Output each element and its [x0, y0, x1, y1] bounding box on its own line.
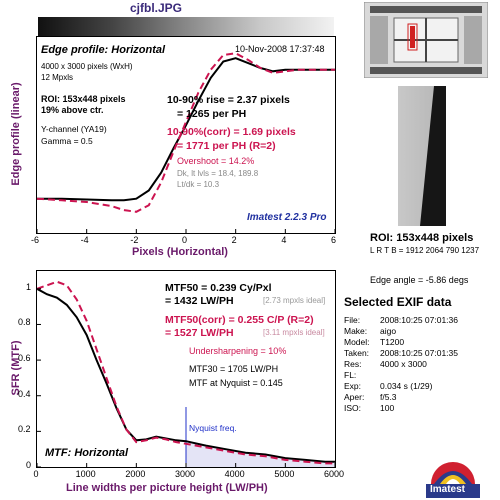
edge-profile-heading: Edge profile: Horizontal	[41, 44, 166, 56]
chart-title: cjfbl.JPG	[130, 1, 183, 15]
corr-ideal: [3.11 mpxls ideal]	[263, 328, 325, 337]
mtf50-ideal: [2.73 mpxls ideal]	[263, 296, 326, 305]
bottom-y-tick-label: 0.8	[18, 317, 31, 328]
roi-line: ROI: 153x448 pixels	[41, 94, 126, 104]
exif-value: T1200	[380, 337, 405, 347]
mtf-nyquist-label: MTF at Nyquist = 0.145	[189, 378, 283, 388]
exif-key: File:	[344, 315, 361, 325]
exif-value: 2008:10:25 07:01:35	[380, 348, 458, 358]
bottom-x-tick-label: 3000	[175, 469, 196, 479]
corrected-edge-line	[37, 52, 335, 213]
mtf30-label: MTF30 = 1705 LW/PH	[189, 364, 279, 374]
bottom-x-tick-label: 6000	[324, 469, 345, 479]
imatest-logo: Imatest	[426, 450, 480, 498]
info-line: 4000 x 3000 pixels (WxH)	[41, 62, 133, 71]
edge-profile-plot: Edge profile: Horizontal 10-Nov-2008 17:…	[36, 36, 336, 234]
logo-icon	[426, 450, 480, 484]
exif-title: Selected EXIF data	[344, 295, 452, 309]
edge-angle-label: Edge angle = -5.86 degs	[370, 275, 469, 285]
info-line: 12 Mpxls	[41, 73, 74, 82]
top-x-tick-label: 4	[281, 235, 287, 245]
corr-line: = 1771 per PH (R=2)	[177, 140, 276, 152]
date-label: 10-Nov-2008 17:37:48	[235, 44, 325, 54]
bottom-x-tick-label: 0	[33, 469, 39, 479]
exif-value: 0.034 s (1/29)	[380, 381, 433, 391]
mtf50-line: = 1432 LW/PH	[165, 295, 234, 307]
sidebar: ROI: 153x448 pixels L R T B = 1912 2064 …	[340, 0, 500, 500]
chart-thumbnail-icon	[364, 2, 488, 78]
lrtb-label: L R T B = 1912 2064 790 1237	[370, 246, 480, 255]
top-x-tick-label: 2	[231, 235, 237, 245]
top-x-tick-label: 6	[331, 235, 337, 245]
exif-key: ISO:	[344, 403, 362, 413]
logo-text: Imatest	[430, 484, 466, 495]
bottom-x-axis-label: Line widths per picture height (LW/PH)	[66, 482, 268, 494]
bottom-x-tick-label: 2000	[125, 469, 146, 479]
mtf-heading: MTF: Horizontal	[45, 447, 129, 459]
bottom-y-tick-label: 0.4	[18, 388, 31, 399]
top-x-tick-label: -6	[31, 235, 40, 245]
corrected-mtf-line	[37, 280, 335, 465]
dk-line: Lt/dk = 10.3	[177, 180, 220, 189]
bottom-y-tick-label: 0.6	[18, 353, 31, 364]
exif-value: 2008:10:25 07:01:36	[380, 315, 458, 325]
undersharpening-label: Undersharpening = 10%	[189, 346, 287, 356]
roi-label: ROI: 153x448 pixels	[370, 232, 474, 244]
top-x-tick-label: 0	[182, 235, 188, 245]
gradient-bar	[38, 17, 334, 36]
exif-key: Res:	[344, 359, 362, 369]
bottom-y-tick-label: 1	[26, 281, 32, 292]
imatest-brand: Imatest 2.2.3 Pro	[247, 212, 327, 223]
rise-line: = 1265 per PH	[177, 108, 247, 120]
top-y-axis-label: Edge profile (linear)	[10, 82, 22, 186]
exif-key: Aper:	[344, 392, 365, 402]
top-x-tick-label: -4	[80, 235, 89, 245]
exif-value: f/5.3	[380, 392, 397, 402]
mtf50-corr-line: MTF50(corr) = 0.255 C/P (R=2)	[165, 314, 314, 326]
top-x-axis-label: Pixels (Horizontal)	[132, 246, 228, 258]
corr-line: 10-90%(corr) = 1.69 pixels	[167, 126, 296, 138]
top-x-tick-label: -2	[130, 235, 139, 245]
rise-line: 10-90% rise = 2.37 pixels	[167, 94, 290, 106]
channel-line: Y-channel (YA19)	[41, 124, 107, 134]
bottom-x-tick-label: 5000	[274, 469, 295, 479]
mtf-svg	[37, 280, 335, 467]
exif-key: Model:	[344, 337, 370, 347]
mtf50-corr-line: = 1527 LW/PH	[165, 327, 234, 339]
overshoot-label: Overshoot = 14.2%	[177, 156, 255, 166]
bottom-y-tick-label: 0.2	[18, 424, 31, 435]
roi-edge-image-icon	[398, 86, 446, 226]
nyquist-freq-label: Nyquist freq.	[189, 423, 237, 433]
exif-key: FL:	[344, 370, 357, 380]
mtf50-line: MTF50 = 0.239 Cy/Pxl	[165, 282, 272, 294]
exif-key: Taken:	[344, 348, 370, 358]
edge-profile-svg	[37, 52, 335, 233]
measured-mtf-line	[37, 287, 335, 463]
dk-line: Dk, lt lvls = 18.4, 189.8	[177, 169, 259, 178]
channel-line: Gamma = 0.5	[41, 136, 93, 146]
bottom-x-tick-label: 1000	[75, 469, 96, 479]
bottom-x-tick-label: 4000	[224, 469, 245, 479]
roi-line: 19% above ctr.	[41, 105, 104, 115]
exif-key: Exp:	[344, 381, 362, 391]
exif-value: 100	[380, 403, 395, 413]
bottom-y-tick-label: 0	[26, 460, 32, 470]
exif-value: aigo	[380, 326, 397, 336]
mtf-plot: MTF50 = 0.239 Cy/Pxl = 1432 LW/PH [2.73 …	[36, 270, 336, 468]
exif-key: Make:	[344, 326, 368, 336]
exif-value: 4000 x 3000	[380, 359, 427, 369]
